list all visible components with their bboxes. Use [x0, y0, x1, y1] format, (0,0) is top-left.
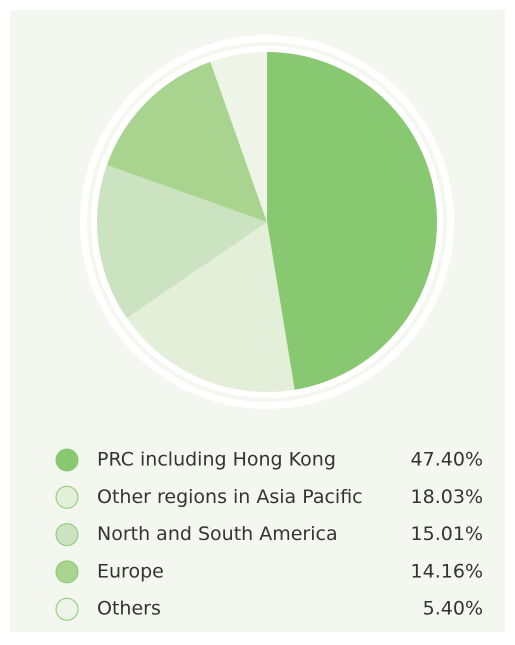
pie-slice	[96, 165, 267, 319]
value-label: 47.40%	[411, 449, 483, 471]
legend-swatch	[55, 560, 79, 584]
legend-label: Other regions in Asia Pacific	[97, 486, 363, 508]
value-label: 14.16%	[411, 560, 483, 582]
pie-slice	[106, 61, 267, 223]
legend-swatch	[55, 597, 79, 621]
value-label: 15.01%	[411, 523, 483, 545]
legend-swatch	[55, 523, 79, 547]
pie-slice	[126, 222, 295, 393]
legend-swatch	[55, 448, 79, 472]
value-label: 5.40%	[423, 598, 483, 620]
legend-label: Others	[97, 598, 161, 620]
pie-slice	[210, 52, 267, 222]
legend-label: North and South America	[97, 523, 338, 545]
legend-swatch	[55, 485, 79, 509]
legend-label: PRC including Hong Kong	[97, 449, 336, 471]
value-label: 18.03%	[411, 486, 483, 508]
pie-slice	[267, 52, 437, 390]
legend-label: Europe	[97, 560, 164, 582]
